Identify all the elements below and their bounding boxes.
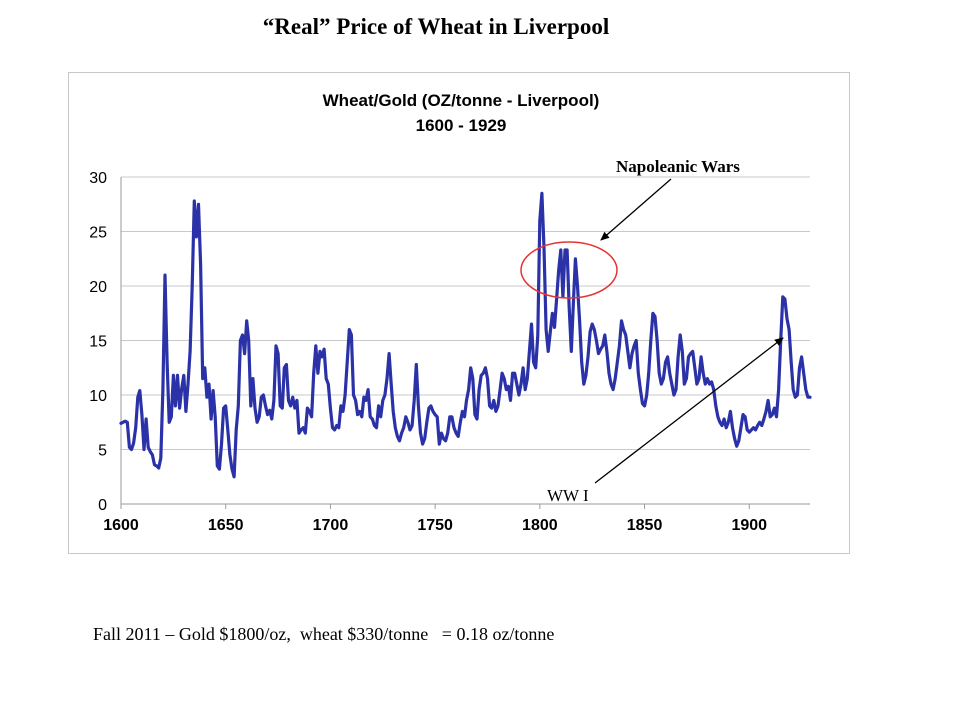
wwi-label: WW I xyxy=(547,486,589,505)
slide-title: “Real” Price of Wheat in Liverpool xyxy=(262,14,610,39)
chart-frame: Wheat/Gold (OZ/tonne - Liverpool) 1600 -… xyxy=(68,72,850,554)
y-tick-label: 25 xyxy=(89,225,107,242)
y-tick-label: 10 xyxy=(89,388,107,405)
y-tick-label: 5 xyxy=(98,443,107,460)
x-tick-label: 1700 xyxy=(313,517,349,534)
chart-subtitle: 1600 - 1929 xyxy=(416,116,507,135)
y-tick-label: 15 xyxy=(89,334,107,351)
x-tick-label: 1850 xyxy=(627,517,663,534)
annotations-layer xyxy=(520,178,784,484)
series-layer xyxy=(119,191,812,479)
y-tick-label: 20 xyxy=(89,279,107,296)
x-tick-label: 1650 xyxy=(208,517,244,534)
footer-note: Fall 2011 – Gold $1800/oz, wheat $330/to… xyxy=(93,624,555,644)
wwi-arrow xyxy=(594,337,784,484)
x-tick-label: 1800 xyxy=(522,517,558,534)
gridlines xyxy=(120,176,810,509)
napoleonic-highlight-circle xyxy=(520,241,618,299)
x-tick-label: 1600 xyxy=(103,517,139,534)
wheat-gold-chart: Wheat/Gold (OZ/tonne - Liverpool) 1600 -… xyxy=(89,91,812,534)
axis-ticks: 0 5 10 15 20 25 30 1600 1650 1700 1750 1800 1850 1900 xyxy=(89,170,767,534)
y-tick-label: 0 xyxy=(98,497,107,514)
napoleonic-wars-label: Napoleanic Wars xyxy=(616,157,740,176)
chart-title: Wheat/Gold (OZ/tonne - Liverpool) xyxy=(323,91,600,110)
napoleonic-arrow xyxy=(600,178,672,241)
x-tick-label: 1750 xyxy=(417,517,453,534)
x-tick-label: 1900 xyxy=(731,517,767,534)
y-tick-label: 30 xyxy=(89,170,107,187)
series-line xyxy=(119,191,812,479)
